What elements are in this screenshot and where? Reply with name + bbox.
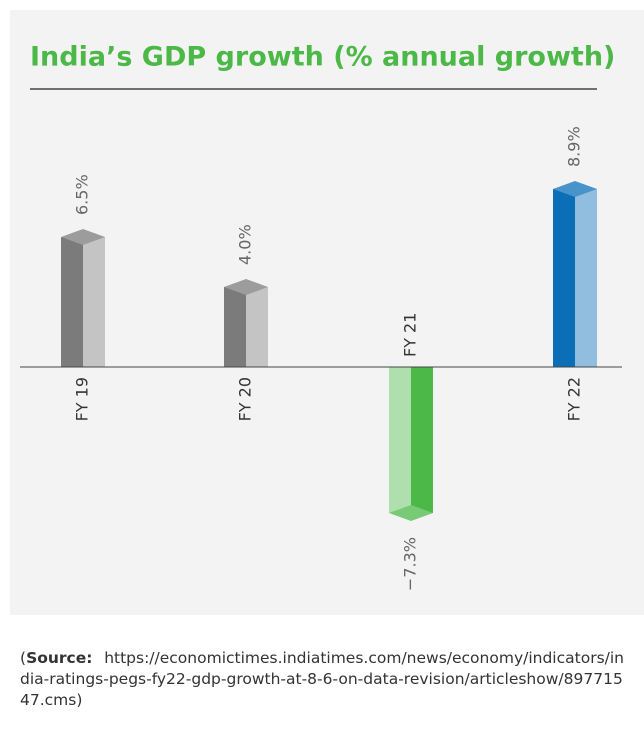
- bar: [61, 237, 83, 367]
- source: (Source: https://economictimes.indiatime…: [20, 648, 624, 711]
- value-label: 8.9%: [565, 126, 584, 167]
- category-label: FY 20: [236, 377, 255, 421]
- category-label: FY 22: [565, 377, 584, 421]
- bar-cap: [389, 505, 433, 521]
- bar-cap: [553, 181, 597, 197]
- chart: India’s GDP growth (% annual growth) 6.5…: [10, 10, 644, 615]
- bar: [224, 287, 246, 367]
- source-url: https://economictimes.indiatimes.com/new…: [20, 649, 624, 709]
- panel: [10, 10, 644, 615]
- chart-title: India’s GDP growth (% annual growth): [30, 42, 615, 73]
- value-label: 6.5%: [73, 174, 92, 215]
- source-close: ): [76, 691, 83, 709]
- bar-side: [411, 367, 433, 513]
- value-label: 4.0%: [236, 224, 255, 265]
- bar-side: [575, 189, 597, 367]
- category-label: FY 21: [401, 313, 420, 357]
- bar-cap: [61, 229, 105, 245]
- bar-side: [246, 287, 268, 367]
- value-label: −7.3%: [401, 537, 420, 591]
- bar: [389, 367, 411, 513]
- source-open: (: [20, 649, 27, 667]
- source-label: Source:: [26, 649, 93, 667]
- category-label: FY 19: [73, 377, 92, 421]
- bar-cap: [224, 279, 268, 295]
- bar: [553, 189, 575, 367]
- bar-side: [83, 237, 105, 367]
